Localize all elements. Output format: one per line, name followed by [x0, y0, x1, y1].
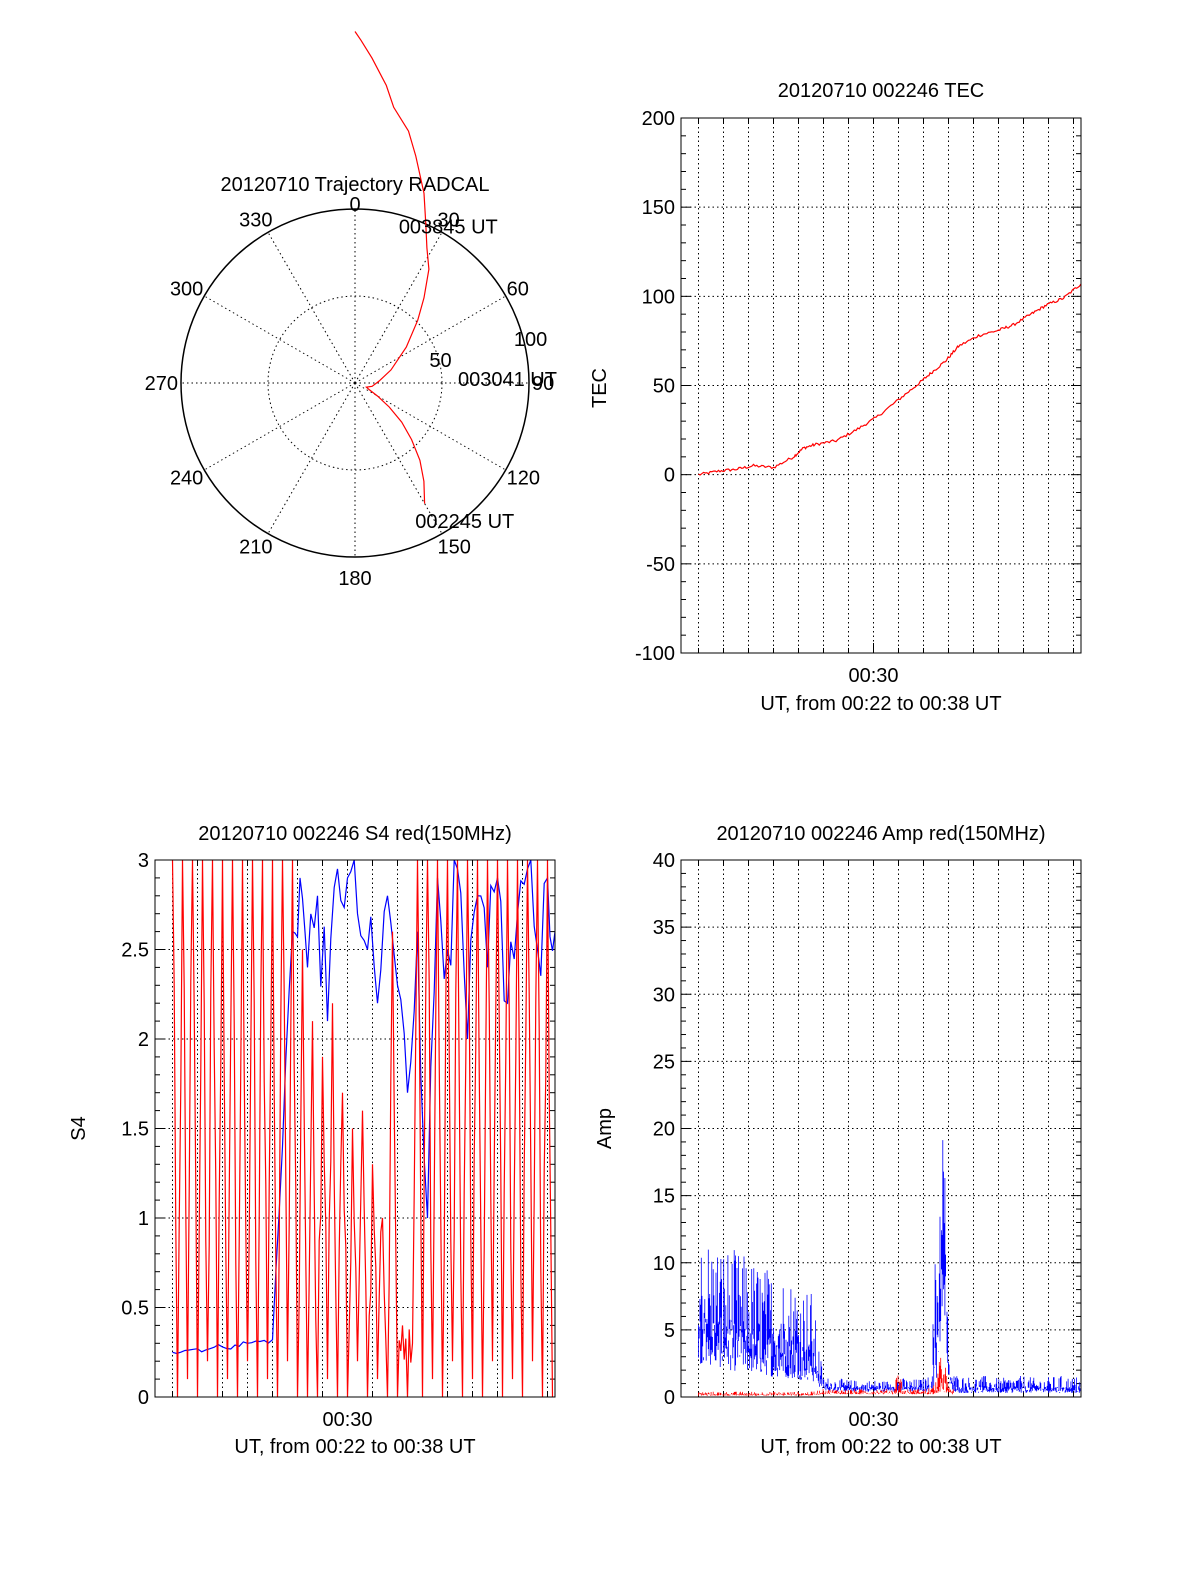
panel-frame [680, 117, 1082, 654]
polar-spoke [204, 295, 356, 384]
polar-azimuth-label: 120 [507, 468, 540, 490]
polar-time-annotation: 003845 UT [399, 217, 498, 239]
y-tick-label: 0 [664, 1387, 675, 1409]
amp-ylabel: Amp [594, 1108, 616, 1149]
y-tick-label: 20 [653, 1119, 675, 1141]
series-line [171, 860, 554, 1397]
tec-ylabel: TEC [589, 368, 611, 408]
polar-azimuth-label: 60 [507, 279, 529, 301]
polar-azimuth-label: 300 [170, 279, 203, 301]
s4-panel: 20120710 002246 S4 red(150MHz) S4 UT, fr… [68, 823, 556, 1458]
x-tick-label: 00:30 [322, 1409, 372, 1431]
amp-title: 20120710 002246 Amp red(150MHz) [716, 823, 1045, 845]
y-tick-label: 15 [653, 1186, 675, 1208]
y-tick-label: 0 [664, 465, 675, 487]
s4-xlabel: UT, from 00:22 to 00:38 UT [234, 1436, 475, 1458]
amp-xlabel: UT, from 00:22 to 00:38 UT [760, 1436, 1001, 1458]
y-tick-label: 0.5 [121, 1298, 149, 1320]
y-tick-label: 5 [664, 1320, 675, 1342]
y-tick-label: 0 [138, 1387, 149, 1409]
polar-spoke [267, 232, 356, 384]
polar-radial-label: 50 [429, 350, 451, 372]
y-tick-label: 100 [642, 286, 675, 308]
panel-series [698, 283, 1081, 476]
y-tick-label: 10 [653, 1253, 675, 1275]
s4-ylabel: S4 [68, 1116, 90, 1140]
polar-spoke [354, 382, 443, 534]
polar-spoke [354, 382, 506, 471]
s4-title: 20120710 002246 S4 red(150MHz) [198, 823, 512, 845]
polar-azimuth-label: 210 [239, 537, 272, 559]
panel-series [698, 1140, 1081, 1396]
amp-panel: 20120710 002246 Amp red(150MHz) Amp UT, … [594, 823, 1082, 1458]
y-tick-label: 2.5 [121, 940, 149, 962]
polar-time-annotation: 003041 UT [458, 369, 557, 391]
polar-spoke [267, 382, 356, 534]
polar-radial-labels: 50 100 [429, 329, 547, 372]
y-tick-label: -100 [635, 643, 675, 665]
panel-frame [154, 859, 556, 1398]
series-noise-band [698, 1357, 954, 1396]
polar-azimuth-label: 90 [532, 373, 554, 395]
y-tick-label: 1.5 [121, 1119, 149, 1141]
polar-title: 20120710 Trajectory RADCAL [220, 174, 489, 196]
y-tick-label: 35 [653, 917, 675, 939]
y-tick-label: 30 [653, 984, 675, 1006]
tec-xlabel: UT, from 00:22 to 00:38 UT [760, 693, 1001, 715]
polar-azimuth-label: 30 [438, 209, 460, 231]
series-line [698, 283, 1081, 476]
polar-outer-circle [180, 208, 530, 558]
y-tick-label: 2 [138, 1029, 149, 1051]
x-tick-label: 00:30 [848, 1409, 898, 1431]
y-tick-label: 200 [642, 108, 675, 130]
y-tick-label: 3 [138, 850, 149, 872]
y-tick-label: 150 [642, 197, 675, 219]
panel-frame [680, 859, 1082, 1398]
panel-grid [681, 117, 1081, 654]
polar-annotations: 003845 UT 003041 UT 002245 UT [399, 217, 557, 533]
polar-spoke [204, 382, 356, 471]
polar-spoke [354, 295, 506, 384]
polar-trajectory-series [354, 31, 430, 504]
y-tick-label: 25 [653, 1051, 675, 1073]
tec-title: 20120710 002246 TEC [778, 80, 984, 102]
polar-azimuth-labels: 0 30 60 90 120 150 180 210 240 270 300 330 [145, 194, 555, 590]
y-tick-label: 1 [138, 1208, 149, 1230]
polar-azimuth-label: 150 [438, 537, 471, 559]
series-noise-band [698, 1140, 1081, 1393]
tec-panel: 20120710 002246 TEC TEC UT, from 00:22 t… [589, 80, 1082, 715]
polar-azimuth-label: 0 [349, 194, 360, 216]
polar-time-annotation: 002245 UT [415, 511, 514, 533]
series-line [172, 860, 555, 1355]
y-tick-label: 40 [653, 850, 675, 872]
panel-series [171, 860, 555, 1397]
y-tick-label: 50 [653, 376, 675, 398]
polar-azimuth-label: 180 [338, 568, 371, 590]
polar-azimuth-label: 330 [239, 209, 272, 231]
polar-trajectory-line [354, 31, 430, 504]
polar-azimuth-label: 270 [145, 373, 178, 395]
polar-radial-label: 100 [514, 329, 547, 351]
polar-azimuth-label: 240 [170, 468, 203, 490]
y-tick-label: -50 [646, 554, 675, 576]
polar-trajectory-panel: 20120710 Trajectory RADCAL 0 30 60 90 120 150… [145, 31, 557, 590]
x-tick-label: 00:30 [848, 665, 898, 687]
